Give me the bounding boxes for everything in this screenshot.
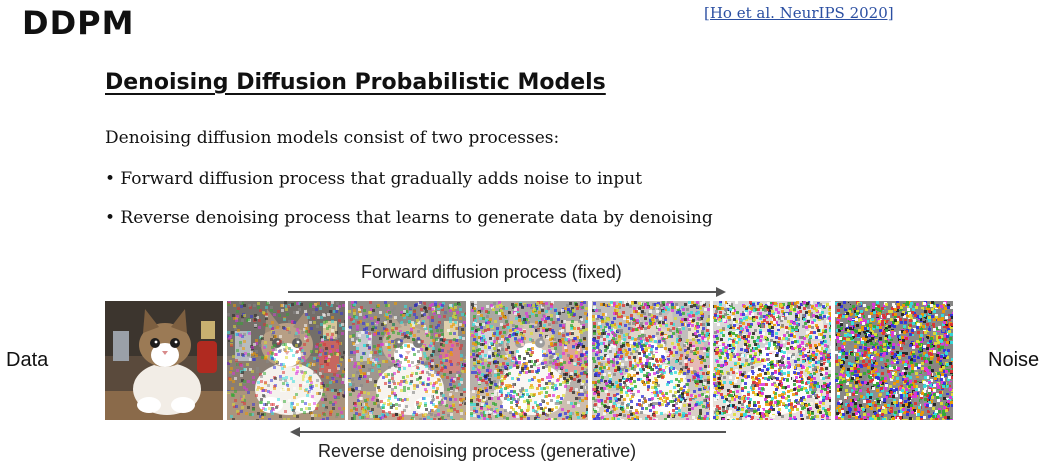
diffusion-frame [470, 301, 588, 420]
reverse-arrow-icon [290, 427, 726, 437]
data-label: Data [6, 349, 49, 371]
diffusion-frame [713, 301, 832, 420]
intro-text: Denoising diffusion models consist of tw… [105, 128, 560, 148]
diffusion-image-strip [105, 301, 954, 420]
page-title: DDPM [22, 4, 135, 42]
reverse-process-label: Reverse denoising process (generative) [318, 441, 637, 461]
citation-link[interactable]: [Ho et al. NeurIPS 2020] [704, 4, 894, 22]
section-subtitle: Denoising Diffusion Probabilistic Models [105, 70, 606, 95]
diffusion-frame [226, 301, 345, 420]
forward-process-label: Forward diffusion process (fixed) [361, 262, 622, 282]
diffusion-frame [105, 301, 223, 420]
diffusion-frame [591, 301, 710, 420]
diffusion-frame [348, 301, 467, 420]
bullet-reverse: • Reverse denoising process that learns … [105, 208, 713, 228]
bullet-forward: • Forward diffusion process that gradual… [105, 169, 643, 189]
forward-arrow-icon [288, 287, 726, 297]
diffusion-frame [835, 301, 954, 420]
noise-label: Noise [988, 349, 1040, 371]
